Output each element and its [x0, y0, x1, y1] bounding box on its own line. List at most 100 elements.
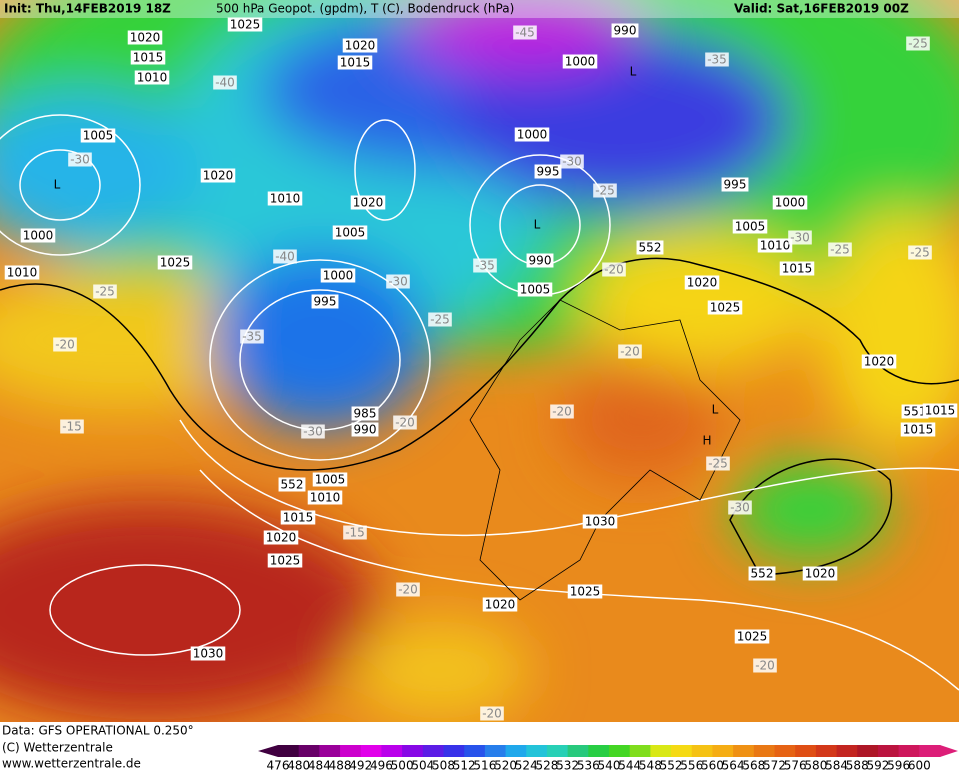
contour-label-box	[134, 70, 170, 85]
contour-label: 1025	[570, 585, 601, 599]
contour-label-box	[396, 582, 420, 597]
contour-label-box	[4, 265, 40, 280]
contour-label-box	[311, 294, 339, 309]
contour-label-box	[611, 23, 639, 38]
contour-label-box	[351, 406, 379, 421]
colorbar-tick-label: 524	[515, 759, 538, 771]
colorbar-segment	[526, 745, 548, 757]
colorbar-segment	[360, 745, 382, 757]
contour-label-box	[80, 128, 116, 143]
colorbar-tick-label: 572	[763, 759, 786, 771]
colorbar-tick-label: 480	[287, 759, 310, 771]
contour-label-box	[908, 245, 932, 260]
contour-label: 1005	[315, 473, 346, 487]
contour-label-box	[748, 566, 776, 581]
contour-label-box	[779, 261, 815, 276]
colorbar-tick-label: 528	[535, 759, 558, 771]
colorbar-segment	[753, 745, 775, 757]
contour-label-box	[53, 337, 77, 352]
colorbar-segment	[567, 745, 589, 757]
contour-label: 552	[751, 567, 774, 581]
contour-label: 1000	[323, 269, 354, 283]
contour-label-box	[473, 258, 497, 273]
colorbar-tick-label: 508	[432, 759, 455, 771]
colorbar-tick-label: 488	[329, 759, 352, 771]
contour-label: 1025	[737, 630, 768, 644]
contour-label: 995	[537, 165, 560, 179]
colorbar-segment	[691, 745, 713, 757]
contour-label: -20	[604, 263, 624, 277]
contour-label: -15	[62, 420, 82, 434]
colorbar-tick-label: 588	[846, 759, 869, 771]
contour-label: -20	[755, 659, 775, 673]
colorbar-segment	[795, 745, 817, 757]
contour-label: 1000	[23, 229, 54, 243]
contour-label-box	[618, 344, 642, 359]
contour-label-box	[332, 225, 368, 240]
contour-label-box	[93, 284, 117, 299]
contour-label: -25	[908, 37, 928, 51]
contour-label-box	[480, 706, 504, 721]
contour-label: 1005	[83, 129, 114, 143]
contour-label-box	[213, 75, 237, 90]
colorbar-tick-label: 596	[887, 759, 910, 771]
contour-label: -20	[55, 338, 75, 352]
colorbar-segment	[712, 745, 734, 757]
contour-label-box	[705, 52, 729, 67]
contour-label: 1015	[782, 262, 813, 276]
contour-label-box	[386, 274, 410, 289]
colorbar-tick-label: 492	[349, 759, 372, 771]
contour-label-box	[60, 419, 84, 434]
contour-label-box	[343, 525, 367, 540]
colorbar-tick-label: 540	[598, 759, 621, 771]
colorbar-segment	[609, 745, 631, 757]
colorbar-tick-label: 580	[804, 759, 827, 771]
colorbar-tick-label: 504	[411, 759, 434, 771]
colorbar-segment	[774, 745, 796, 757]
contour-label: -25	[595, 184, 615, 198]
colorbar-segment	[836, 745, 858, 757]
contour-label: 1015	[133, 51, 164, 65]
colorbar-segment	[877, 745, 900, 757]
contour-label: 1005	[735, 220, 766, 234]
contour-label: 1020	[266, 531, 297, 545]
contour-label-box	[393, 415, 417, 430]
contour-label-box	[350, 195, 386, 210]
colorbar-tick-label: 536	[577, 759, 600, 771]
contour-label-box	[514, 127, 550, 142]
colorbar: 4764804844884924965005045085125165205245…	[258, 745, 958, 773]
contour-label-box	[280, 510, 316, 525]
pressure-center: H	[702, 434, 711, 448]
pressure-center: L	[534, 218, 541, 232]
contour-label-box	[593, 183, 617, 198]
colorbar-tick-label: 556	[680, 759, 703, 771]
contour-label-box	[788, 230, 812, 245]
contour-label: 1020	[805, 567, 836, 581]
contour-label-box	[550, 404, 574, 419]
colorbar-tick-label: 600	[908, 759, 931, 771]
colorbar-segment	[733, 745, 755, 757]
contour-label: 990	[529, 254, 552, 268]
contour-label-box	[190, 646, 226, 661]
contour-label-box	[320, 268, 356, 283]
colorbar-segment	[919, 745, 941, 757]
contour-label-box	[582, 514, 618, 529]
contour-label-box	[602, 262, 626, 277]
contour-label-box	[684, 275, 720, 290]
contour-label: 990	[614, 24, 637, 38]
contour-label: 552	[281, 478, 304, 492]
contour-label-box	[706, 456, 730, 471]
pressure-center: L	[630, 65, 637, 79]
colorbar-segment	[381, 745, 403, 757]
contour-label: 990	[354, 423, 377, 437]
contour-label: 1020	[130, 31, 161, 45]
contour-label-box	[263, 530, 299, 545]
contour-label-box	[227, 17, 263, 32]
contour-label: 1015	[340, 56, 371, 70]
contour-label: 1005	[335, 226, 366, 240]
contour-label: 1015	[903, 423, 934, 437]
contour-label: -20	[482, 707, 502, 721]
contour-label: -35	[475, 259, 495, 273]
contour-label-box	[721, 177, 749, 192]
contour-label: 552	[639, 241, 662, 255]
